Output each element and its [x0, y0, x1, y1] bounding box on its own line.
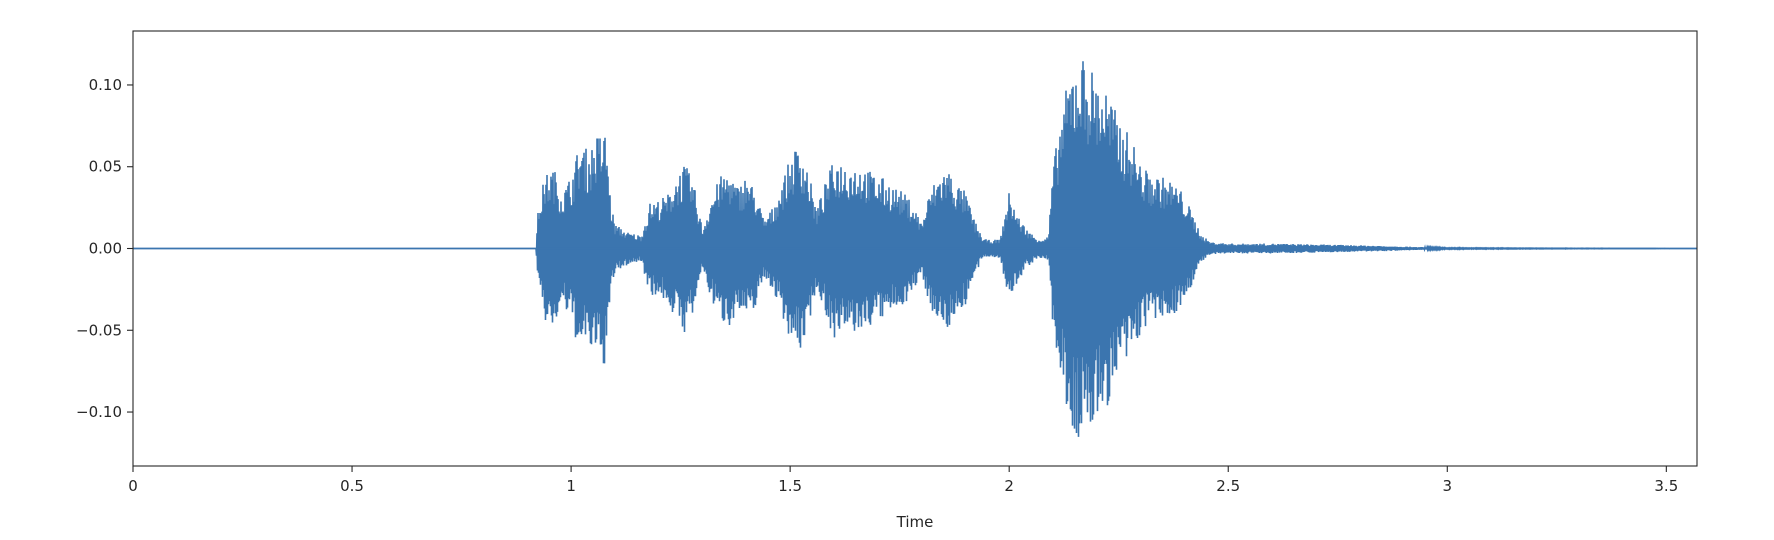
plot-area — [133, 61, 1697, 437]
y-tick-label: 0.05 — [89, 158, 122, 176]
x-tick-label: 3 — [1443, 477, 1453, 495]
y-tick-label: 0.00 — [89, 240, 122, 258]
x-tick-label: 0.5 — [340, 477, 364, 495]
y-axis: 0.10 0.05 0.00 −0.05 −0.10 — [76, 76, 133, 421]
y-tick-label: 0.10 — [89, 76, 122, 94]
y-tick-label: −0.10 — [76, 403, 122, 421]
x-tick-label: 2 — [1004, 477, 1014, 495]
x-tick-label: 3.5 — [1654, 477, 1678, 495]
x-tick-label: 1.5 — [778, 477, 802, 495]
x-tick-label: 1 — [566, 477, 576, 495]
x-axis-title: Time — [896, 513, 934, 531]
x-tick-label: 0 — [128, 477, 138, 495]
y-tick-label: −0.05 — [76, 321, 122, 339]
x-tick-label: 2.5 — [1216, 477, 1240, 495]
x-axis: 0 0.5 1 1.5 2 2.5 3 3.5 — [128, 466, 1678, 495]
